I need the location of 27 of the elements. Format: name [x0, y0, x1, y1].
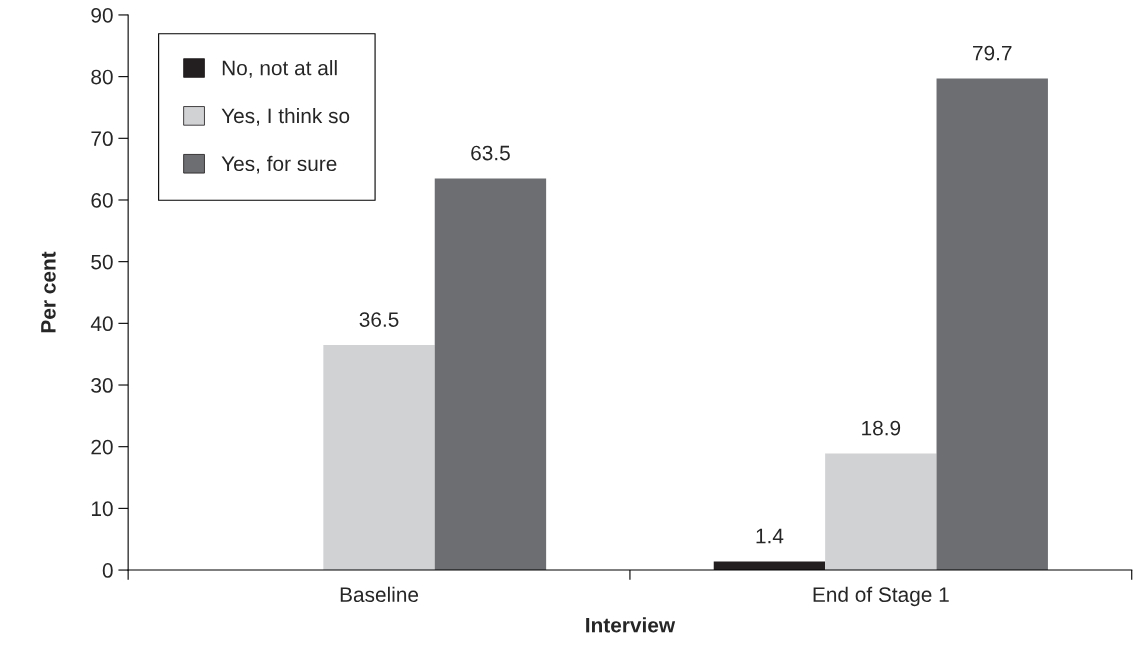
data-label: 63.5 [471, 145, 510, 161]
x-tick-label: Baseline [340, 586, 419, 603]
legend-label: No, not at all [222, 60, 337, 78]
legend-label: Yes, for sure [221, 155, 337, 174]
data-label: 79.7 [973, 45, 1012, 61]
y-tick-label: 40 [90, 316, 113, 332]
y-tick-label: 10 [91, 501, 113, 517]
y-tick-label: 60 [91, 192, 113, 208]
y-axis-title: Per cent [41, 251, 56, 333]
data-label: 1.4 [756, 528, 784, 544]
bar [936, 78, 1048, 571]
data-label: 36.5 [359, 312, 399, 327]
y-tick-label: 80 [91, 69, 113, 85]
y-tick-label: 0 [102, 563, 113, 578]
y-tick-label: 70 [91, 131, 113, 147]
bar [434, 178, 547, 571]
x-axis-title: Interview [586, 617, 676, 633]
y-tick-label: 90 [91, 7, 113, 23]
bar [825, 453, 937, 571]
x-tick-label: End of Stage 1 [813, 586, 949, 607]
y-tick-label: 50 [91, 254, 113, 270]
legend-label: Yes, I think so [221, 107, 350, 126]
bar [323, 344, 435, 571]
y-tick-label: 30 [91, 378, 113, 393]
y-tick-label: 20 [91, 439, 113, 455]
bar [713, 561, 826, 571]
data-label: 18.9 [862, 420, 901, 436]
